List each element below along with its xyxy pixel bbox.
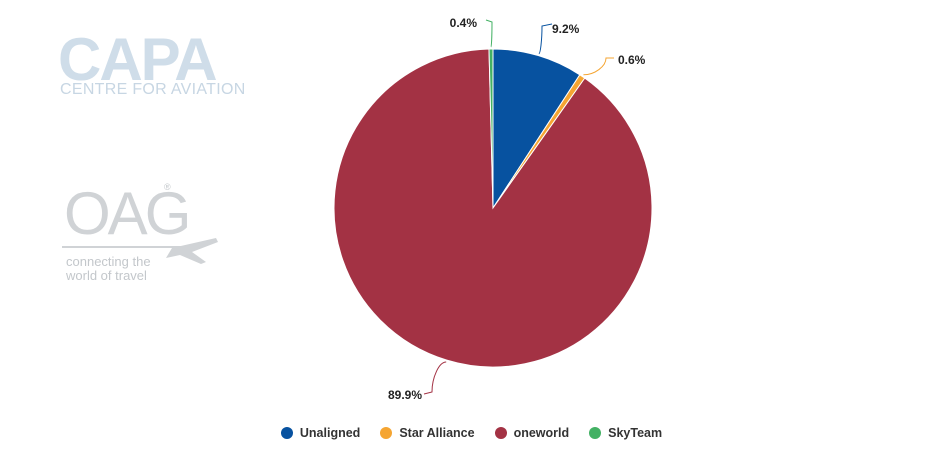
- oag-registered-mark: ®: [164, 182, 171, 192]
- legend-label-skyteam: SkyTeam: [608, 426, 663, 440]
- legend-marker-skyteam: [589, 427, 602, 439]
- chart-legend: Unaligned Star Alliance oneworld SkyTeam: [0, 423, 943, 443]
- legend-item-oneworld[interactable]: oneworld: [494, 426, 570, 440]
- pie-slice-skyteam[interactable]: [488, 48, 494, 209]
- pie-data-labels: 9.2% 0.6% 89.9% 0.4%: [388, 16, 646, 402]
- oag-logo-word: OAG: [64, 180, 188, 247]
- pie-label-connectors: [423, 19, 614, 395]
- legend-item-unaligned[interactable]: Unaligned: [280, 426, 361, 440]
- data-label-oneworld: 89.9%: [388, 388, 422, 402]
- legend-label-oneworld: oneworld: [513, 426, 570, 440]
- data-label-unaligned: 9.2%: [552, 22, 580, 36]
- capa-logo-subtitle: CENTRE FOR AVIATION: [60, 81, 246, 98]
- legend-label-unaligned: Unaligned: [299, 426, 361, 440]
- legend-label-star-alliance: Star Alliance: [399, 426, 475, 440]
- connector-star-alliance: [583, 57, 614, 76]
- data-label-skyteam: 0.4%: [450, 16, 478, 30]
- legend-item-star-alliance[interactable]: Star Alliance: [380, 426, 475, 440]
- pie-chart: 9.2% 0.6% 89.9% 0.4%: [333, 16, 653, 402]
- oag-logo: OAG ® connecting the world of travel: [62, 180, 218, 283]
- legend-marker-star-alliance: [380, 427, 393, 439]
- capa-logo-word: CAPA: [58, 32, 216, 93]
- data-label-star-alliance: 0.6%: [618, 53, 646, 67]
- airplane-icon: [62, 238, 218, 264]
- oag-tagline-line2: world of travel: [65, 268, 147, 283]
- legend-marker-unaligned: [280, 427, 293, 439]
- pie-slices: [333, 48, 653, 368]
- pie-slice-unaligned[interactable]: [492, 48, 581, 210]
- legend-marker-oneworld: [494, 427, 507, 439]
- connector-skyteam: [485, 19, 493, 48]
- capa-logo: CAPA CENTRE FOR AVIATION: [58, 32, 246, 98]
- oag-tagline-line1: connecting the: [66, 254, 151, 269]
- connector-oneworld: [423, 361, 447, 395]
- connector-unaligned: [538, 23, 553, 55]
- legend-item-skyteam[interactable]: SkyTeam: [589, 426, 662, 440]
- pie-slice-oneworld[interactable]: [333, 48, 653, 368]
